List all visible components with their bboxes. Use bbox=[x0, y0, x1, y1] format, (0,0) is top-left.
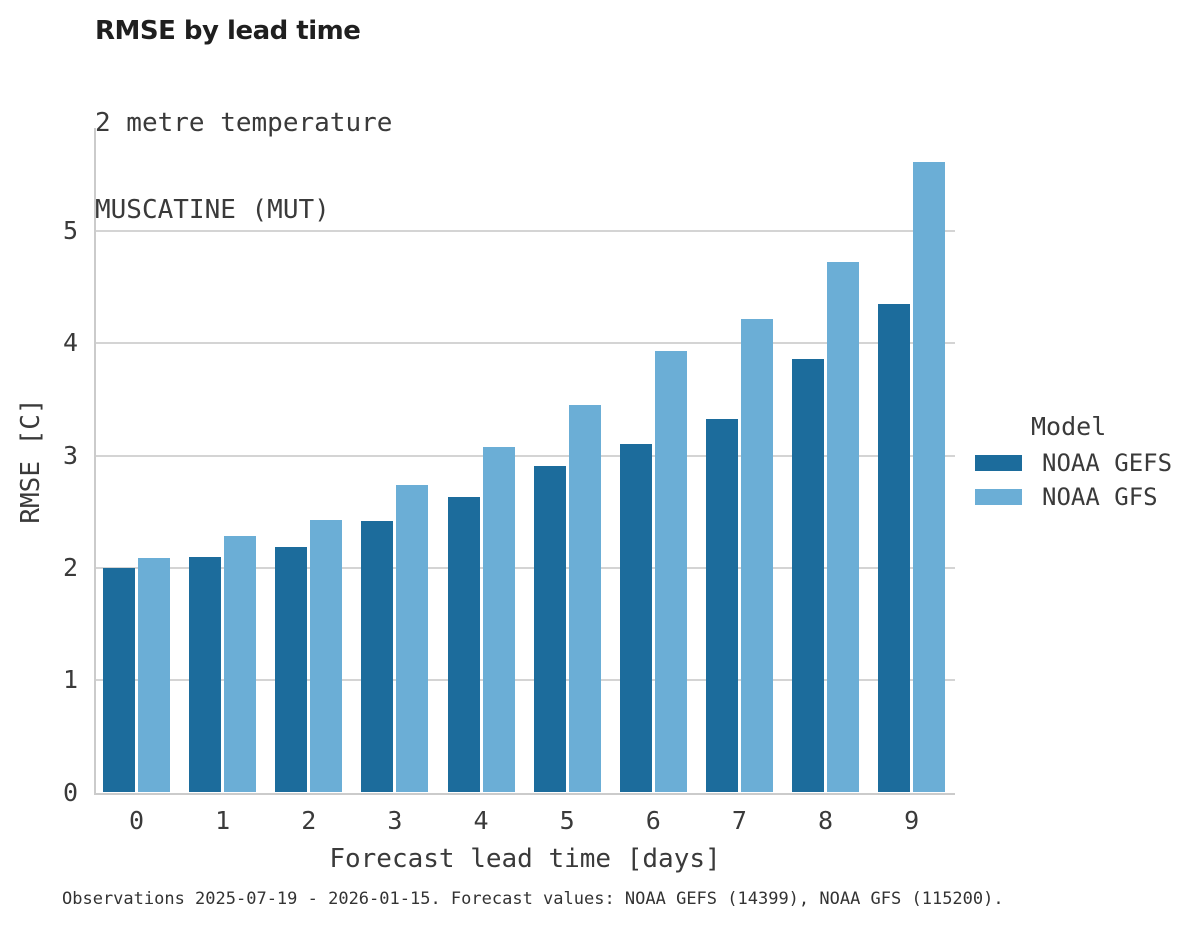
gridline-y-5 bbox=[95, 230, 955, 232]
bar-noaa-gefs-lead-0 bbox=[103, 567, 135, 793]
bar-noaa-gefs-lead-3 bbox=[361, 520, 394, 793]
x-tick-label-1: 1 bbox=[215, 806, 231, 835]
y-tick-label-1: 1 bbox=[62, 665, 78, 695]
bar-noaa-gfs-lead-3 bbox=[396, 484, 429, 793]
y-tick-label-0: 0 bbox=[62, 777, 78, 807]
y-tick-label-5: 5 bbox=[62, 216, 78, 245]
x-tick-label-9: 9 bbox=[904, 806, 920, 835]
legend-item-noaa-gfs: NOAA GFS bbox=[975, 483, 1158, 511]
bar-noaa-gefs-lead-8 bbox=[792, 359, 825, 793]
legend-item-noaa-gefs: NOAA GEFS bbox=[975, 449, 1172, 477]
caption-text: Observations 2025-07-19 - 2026-01-15. Fo… bbox=[62, 889, 1004, 909]
x-tick-label-7: 7 bbox=[731, 806, 747, 835]
gridline-y-1 bbox=[95, 679, 955, 682]
y-axis-title: RMSE [C] bbox=[16, 398, 46, 524]
legend-title: Model bbox=[1031, 412, 1107, 441]
subtitle-variable: 2 metre temperature bbox=[95, 108, 393, 138]
x-axis-title: Forecast lead time [days] bbox=[329, 844, 721, 874]
chart-subtitle: 2 metre temperature MUSCATINE (MUT) bbox=[95, 51, 392, 283]
x-tick-label-0: 0 bbox=[128, 806, 145, 835]
bar-noaa-gfs-lead-4 bbox=[482, 446, 515, 793]
bar-noaa-gfs-lead-5 bbox=[568, 405, 601, 793]
x-axis-line bbox=[93, 792, 955, 795]
y-tick-label-2: 2 bbox=[62, 552, 78, 582]
y-tick-label-3: 3 bbox=[62, 440, 78, 470]
y-tick-label-4: 4 bbox=[62, 328, 78, 358]
bar-noaa-gfs-lead-6 bbox=[654, 351, 687, 793]
bar-noaa-gfs-lead-1 bbox=[224, 536, 257, 793]
x-tick-label-4: 4 bbox=[473, 806, 489, 835]
x-tick-label-5: 5 bbox=[559, 806, 575, 835]
bar-noaa-gfs-lead-0 bbox=[138, 557, 170, 793]
x-tick-label-8: 8 bbox=[818, 806, 834, 835]
gfs-color-swatch bbox=[975, 489, 1022, 505]
bar-noaa-gfs-lead-2 bbox=[310, 519, 343, 793]
x-tick-label-2: 2 bbox=[301, 806, 317, 835]
legend-item-label: NOAA GFS bbox=[1042, 483, 1158, 511]
subtitle-station: MUSCATINE (MUT) bbox=[95, 195, 330, 225]
gridline-y-3 bbox=[95, 454, 955, 457]
gefs-color-swatch bbox=[975, 455, 1022, 471]
chart-title: RMSE by lead time bbox=[95, 16, 361, 46]
gridline-y-2 bbox=[95, 566, 955, 569]
gridline-y-4 bbox=[95, 342, 955, 345]
bar-noaa-gfs-lead-7 bbox=[740, 318, 773, 793]
bar-noaa-gefs-lead-1 bbox=[189, 556, 222, 793]
bar-noaa-gefs-lead-6 bbox=[619, 444, 652, 793]
bar-noaa-gefs-lead-5 bbox=[533, 465, 566, 793]
bar-noaa-gfs-lead-9 bbox=[913, 162, 946, 793]
x-tick-label-6: 6 bbox=[645, 806, 661, 835]
y-axis-line bbox=[93, 128, 96, 795]
bar-noaa-gefs-lead-4 bbox=[447, 497, 480, 793]
bar-noaa-gefs-lead-2 bbox=[275, 546, 308, 793]
x-tick-label-3: 3 bbox=[387, 806, 403, 835]
legend-item-label: NOAA GEFS bbox=[1042, 449, 1173, 477]
bar-noaa-gfs-lead-8 bbox=[827, 262, 860, 793]
bar-noaa-gefs-lead-7 bbox=[705, 418, 738, 793]
bar-noaa-gefs-lead-9 bbox=[878, 303, 911, 793]
